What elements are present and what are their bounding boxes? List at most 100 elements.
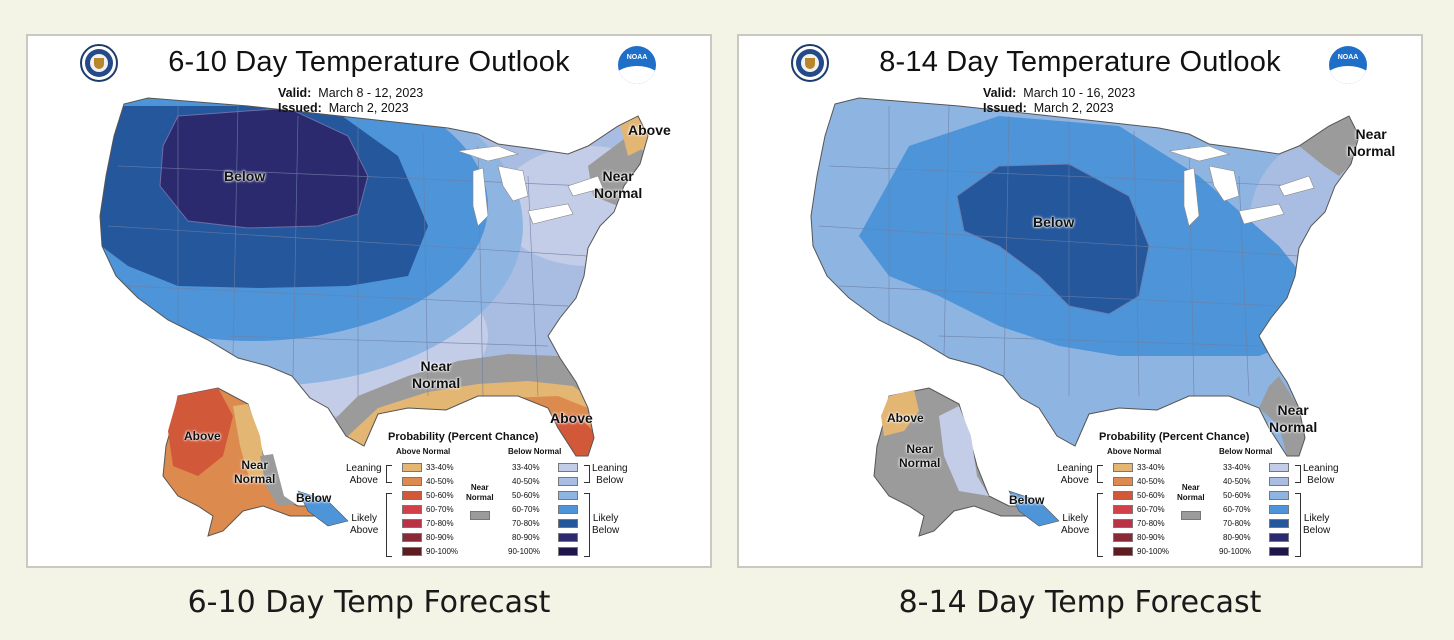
swatch-above-70	[1113, 519, 1133, 528]
legend-near-normal-swatch	[1181, 511, 1201, 520]
pct-below-0: 33-40%	[1223, 463, 1251, 472]
pct-below-3: 60-70%	[512, 505, 540, 514]
brace-leaning-below	[1295, 465, 1301, 483]
legend-likely-above: Likely Above	[1061, 513, 1090, 536]
swatch-above-33	[402, 463, 422, 472]
pct-above-2: 50-60%	[1137, 491, 1165, 500]
swatch-above-33	[1113, 463, 1133, 472]
label-near-south: Near Normal	[412, 358, 461, 391]
swatch-below-40	[558, 477, 578, 486]
map-6-10-graphic	[99, 97, 649, 537]
legend-leaning-below: Leaning Below	[1303, 463, 1339, 486]
pct-below-0: 33-40%	[512, 463, 540, 472]
pct-above-0: 33-40%	[1137, 463, 1165, 472]
label-near-ak: Near Normal	[234, 458, 276, 486]
alaska-shading-8-14	[873, 387, 1060, 537]
swatch-above-40	[1113, 477, 1133, 486]
pct-above-5: 80-90%	[1137, 533, 1165, 542]
pct-above-1: 40-50%	[426, 477, 454, 486]
swatch-above-70	[402, 519, 422, 528]
label-near-ne: Near Normal	[594, 168, 643, 201]
swatch-below-70	[558, 519, 578, 528]
pct-above-3: 60-70%	[1137, 505, 1165, 514]
swatch-above-80	[402, 533, 422, 542]
pct-above-4: 70-80%	[426, 519, 454, 528]
pct-below-2: 50-60%	[512, 491, 540, 500]
legend-leaning-above: Leaning Above	[1057, 463, 1093, 486]
noaa-logo: NOAA	[1329, 46, 1367, 84]
swatch-below-80	[558, 533, 578, 542]
pct-below-3: 60-70%	[1223, 505, 1251, 514]
swatch-above-90	[402, 547, 422, 556]
swatch-above-40	[402, 477, 422, 486]
legend-leaning-below: Leaning Below	[592, 463, 628, 486]
swatch-above-50	[1113, 491, 1133, 500]
map-title: 6-10 Day Temperature Outlook	[168, 46, 570, 78]
swatch-below-60	[1269, 505, 1289, 514]
pct-below-5: 80-90%	[1223, 533, 1251, 542]
pct-below-1: 40-50%	[1223, 477, 1251, 486]
caption-8-14: 8-14 Day Temp Forecast	[898, 585, 1262, 620]
legend-likely-below: Likely Below	[1303, 513, 1331, 536]
issued-value: March 2, 2023	[1033, 101, 1114, 115]
swatch-below-33	[1269, 463, 1289, 472]
pct-above-6: 90-100%	[426, 547, 459, 556]
legend-near-normal: Near Normal	[1177, 483, 1205, 502]
brace-likely-below	[1295, 493, 1301, 557]
label-above-ak: Above	[184, 429, 221, 443]
label-below-main: Below	[224, 168, 266, 184]
outlook-map-6-10: NOAA 6-10 Day Temperature Outlook Valid:…	[26, 34, 712, 568]
legend-near-normal-swatch	[470, 511, 490, 520]
pct-above-6: 90-100%	[1137, 547, 1170, 556]
pct-below-4: 70-80%	[512, 519, 540, 528]
swatch-below-50	[558, 491, 578, 500]
pct-below-6: 90-100%	[1219, 547, 1252, 556]
caption-6-10: 6-10 Day Temp Forecast	[187, 585, 551, 620]
label-near-ne: Near Normal	[1347, 126, 1396, 159]
swatch-below-33	[558, 463, 578, 472]
valid-value: March 8 - 12, 2023	[318, 86, 424, 100]
pct-below-1: 40-50%	[512, 477, 540, 486]
legend-below-head: Below Normal	[508, 447, 562, 456]
swatch-below-40	[1269, 477, 1289, 486]
legend-title: Probability (Percent Chance)	[388, 431, 539, 443]
doc-seal-logo	[791, 44, 829, 82]
swatch-below-70	[1269, 519, 1289, 528]
doc-seal-logo	[80, 44, 118, 82]
issued-label: Issued:	[278, 101, 322, 115]
pct-above-2: 50-60%	[426, 491, 454, 500]
label-above-fl: Above	[550, 410, 593, 426]
swatch-above-80	[1113, 533, 1133, 542]
legend-likely-below: Likely Below	[592, 513, 620, 536]
label-below-ak: Below	[296, 491, 332, 505]
swatch-above-60	[1113, 505, 1133, 514]
brace-likely-above	[386, 493, 392, 557]
pct-below-5: 80-90%	[512, 533, 540, 542]
legend-title: Probability (Percent Chance)	[1099, 431, 1250, 443]
issued-value: March 2, 2023	[328, 101, 409, 115]
legend-above-head: Above Normal	[396, 447, 451, 456]
pct-above-3: 60-70%	[426, 505, 454, 514]
label-below-main: Below	[1033, 214, 1075, 230]
noaa-logo: NOAA	[618, 46, 656, 84]
swatch-above-50	[402, 491, 422, 500]
swatch-below-50	[1269, 491, 1289, 500]
pct-below-6: 90-100%	[508, 547, 541, 556]
probability-legend: Probability (Percent Chance) Above Norma…	[346, 431, 636, 561]
swatch-below-80	[1269, 533, 1289, 542]
pct-above-0: 33-40%	[426, 463, 454, 472]
valid-label: Valid:	[278, 86, 312, 100]
great-lakes-8-14	[1168, 145, 1315, 227]
label-below-ak: Below	[1009, 493, 1045, 507]
valid-label: Valid:	[983, 86, 1017, 100]
legend-above-head: Above Normal	[1107, 447, 1162, 456]
map-title: 8-14 Day Temperature Outlook	[879, 46, 1281, 78]
label-above-ak: Above	[887, 411, 924, 425]
brace-leaning-above	[1097, 465, 1103, 483]
outlook-map-8-14: NOAA 8-14 Day Temperature Outlook Valid:…	[737, 34, 1423, 568]
pct-above-4: 70-80%	[1137, 519, 1165, 528]
swatch-below-90	[1269, 547, 1289, 556]
brace-likely-above	[1097, 493, 1103, 557]
great-lakes-6-10	[457, 145, 604, 227]
pct-above-5: 80-90%	[426, 533, 454, 542]
